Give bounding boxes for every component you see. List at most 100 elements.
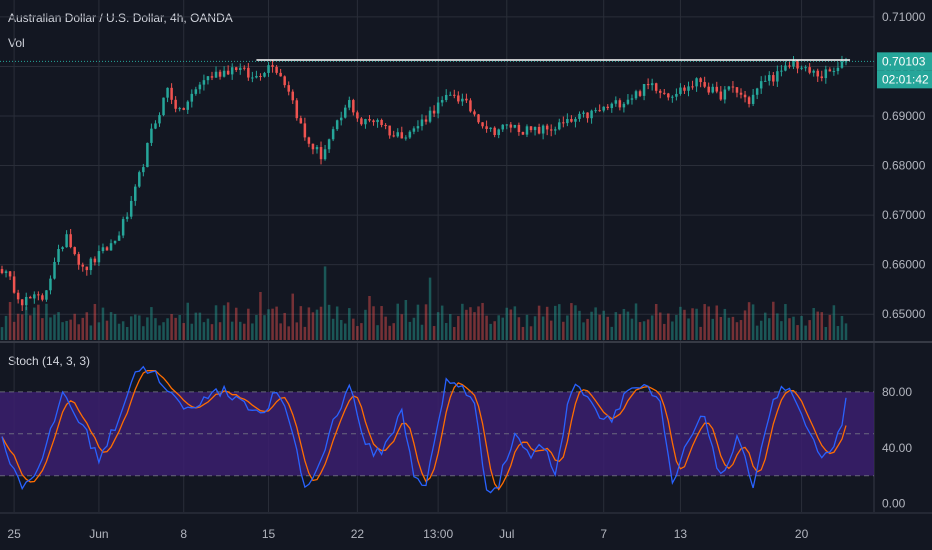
candle-body <box>667 93 670 98</box>
candle-body <box>505 124 509 126</box>
volume-bar <box>41 318 44 340</box>
volume-bar <box>610 326 614 340</box>
volume-bar <box>364 309 367 340</box>
candle-body <box>590 110 593 119</box>
volume-bar <box>683 309 686 340</box>
volume-bar <box>828 314 832 340</box>
candle-body <box>558 122 561 130</box>
volume-bar <box>218 322 222 340</box>
candle-body <box>335 120 339 130</box>
candle-body <box>65 234 68 248</box>
candle-body <box>566 118 569 124</box>
candle-body <box>699 78 702 83</box>
volume-bar <box>323 266 327 340</box>
candle-body <box>368 119 371 121</box>
volume-bar <box>214 305 218 340</box>
candle-body <box>408 131 412 138</box>
volume-bar <box>461 303 464 340</box>
volume-bar <box>598 314 601 340</box>
time-tick-label: 20 <box>795 527 809 541</box>
volume-bar <box>796 325 799 340</box>
price-tick-label: 0.67000 <box>882 208 926 222</box>
candle-body <box>105 247 109 251</box>
volume-bar <box>558 304 561 340</box>
volume-bar <box>178 314 181 340</box>
candle-body <box>751 94 755 104</box>
symbol-title: Australian Dollar / U.S. Dollar, 4h, OAN… <box>8 11 233 25</box>
candle-body <box>594 110 597 112</box>
candle-body <box>45 290 48 300</box>
volume-bar <box>444 323 448 340</box>
candle-body <box>323 149 327 160</box>
candle-body <box>255 75 258 78</box>
volume-bar <box>335 306 339 340</box>
candle-body <box>243 67 246 69</box>
candle-body <box>533 126 537 131</box>
volume-bar <box>501 317 504 340</box>
volume-bar <box>574 305 577 340</box>
volume-bar <box>763 312 767 340</box>
volume-bar <box>307 307 311 340</box>
candle-body <box>109 243 113 251</box>
volume-bar <box>820 312 824 340</box>
volume-bar <box>420 324 424 340</box>
volume-bar <box>687 318 690 340</box>
candle-body <box>400 132 404 139</box>
volume-bar <box>622 308 626 340</box>
candle-body <box>283 76 286 86</box>
candle-body <box>469 100 472 112</box>
candle-body <box>0 269 4 274</box>
candle-body <box>755 88 759 95</box>
volume-bar <box>65 320 68 340</box>
candle-body <box>247 67 250 78</box>
candle-body <box>154 123 157 129</box>
candle-body <box>711 86 714 93</box>
volume-bar <box>759 320 763 340</box>
candle-body <box>142 167 145 173</box>
candle-body <box>549 129 553 131</box>
volume-bar <box>376 325 379 340</box>
candle-body <box>481 122 484 127</box>
candle-body <box>339 117 343 121</box>
countdown-badge <box>877 70 932 89</box>
volume-bar <box>372 306 375 340</box>
candle-body <box>271 65 274 67</box>
volume-bar <box>630 318 634 340</box>
candle-body <box>97 251 101 263</box>
candle-body <box>630 98 634 100</box>
candle-body <box>598 110 601 112</box>
candle-body <box>360 118 363 125</box>
volume-bar <box>537 305 541 340</box>
candle-body <box>182 108 185 110</box>
candle-body <box>416 126 420 129</box>
candle-body <box>457 95 460 102</box>
candle-body <box>465 98 468 101</box>
volume-bar <box>626 311 630 340</box>
volume-bar <box>654 304 658 340</box>
candle-body <box>291 91 295 101</box>
volume-bar <box>582 322 585 340</box>
volume-bar <box>768 318 771 340</box>
candle-body <box>440 100 444 103</box>
candle-body <box>800 67 803 69</box>
volume-bar <box>404 300 408 340</box>
candle-body <box>344 107 347 118</box>
axes: 0.710000.700000.690000.680000.670000.660… <box>7 10 932 541</box>
candle-body <box>804 67 807 69</box>
time-tick-label: 25 <box>7 527 21 541</box>
candle-body <box>113 240 117 244</box>
last-price-badge <box>877 52 932 71</box>
volume-bar <box>432 326 436 340</box>
volume-bar <box>303 326 307 340</box>
candle-body <box>622 103 626 108</box>
volume-bar <box>606 316 609 340</box>
candle-body <box>89 258 93 271</box>
volume-bar <box>586 318 589 340</box>
candle-body <box>792 60 795 67</box>
volume-bar <box>416 304 420 340</box>
volume-bar <box>150 307 153 340</box>
volume-bar <box>824 326 828 340</box>
candle-body <box>376 119 379 123</box>
candle-body <box>356 112 359 119</box>
